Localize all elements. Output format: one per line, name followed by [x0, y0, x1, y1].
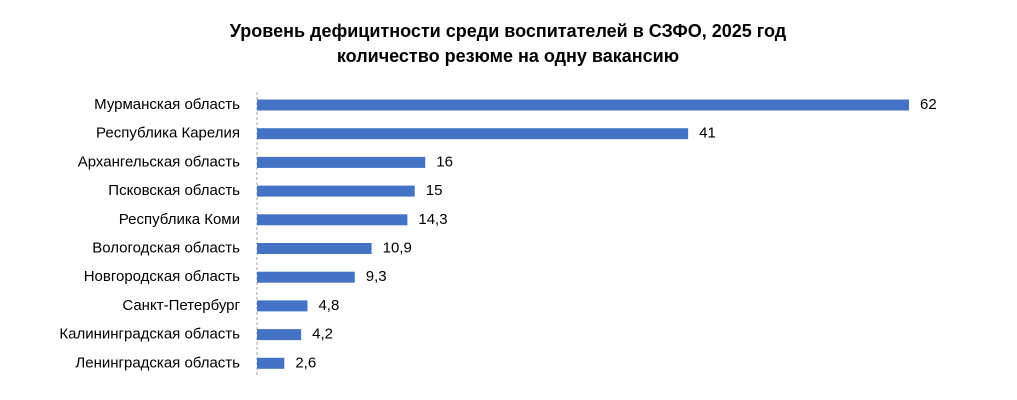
- value-label: 10,9: [383, 239, 412, 256]
- value-label: 16: [436, 153, 453, 170]
- bar: [257, 329, 302, 341]
- value-label: 4,8: [318, 297, 339, 314]
- category-label: Вологодская область: [92, 239, 240, 256]
- value-label: 4,2: [312, 326, 333, 343]
- bar: [257, 185, 415, 197]
- value-label: 2,6: [295, 354, 316, 371]
- category-label: Новгородская область: [84, 268, 240, 285]
- value-label: 41: [699, 125, 716, 142]
- category-label: Ленинградская область: [75, 354, 240, 371]
- chart-subtitle: количество резюме на одну вакансию: [337, 46, 679, 66]
- category-label: Мурманская область: [94, 96, 240, 113]
- value-label: 15: [426, 182, 443, 199]
- bar: [257, 128, 689, 140]
- category-label: Республика Коми: [119, 211, 240, 228]
- category-label: Санкт-Петербург: [122, 297, 240, 314]
- bar: [257, 271, 355, 283]
- value-label: 9,3: [366, 268, 387, 285]
- bar: [257, 99, 909, 111]
- chart-title: Уровень дефицитности среди воспитателей …: [230, 21, 787, 41]
- bar: [257, 300, 308, 312]
- bar: [257, 214, 408, 226]
- category-label: Архангельская область: [78, 153, 240, 170]
- value-label: 62: [920, 96, 937, 113]
- category-label: Республика Карелия: [96, 125, 240, 142]
- bar: [257, 357, 285, 369]
- category-label: Псковская область: [108, 182, 240, 199]
- category-label: Калининградская область: [59, 326, 240, 343]
- bar: [257, 243, 372, 254]
- value-label: 14,3: [418, 211, 447, 228]
- bar: [257, 156, 426, 168]
